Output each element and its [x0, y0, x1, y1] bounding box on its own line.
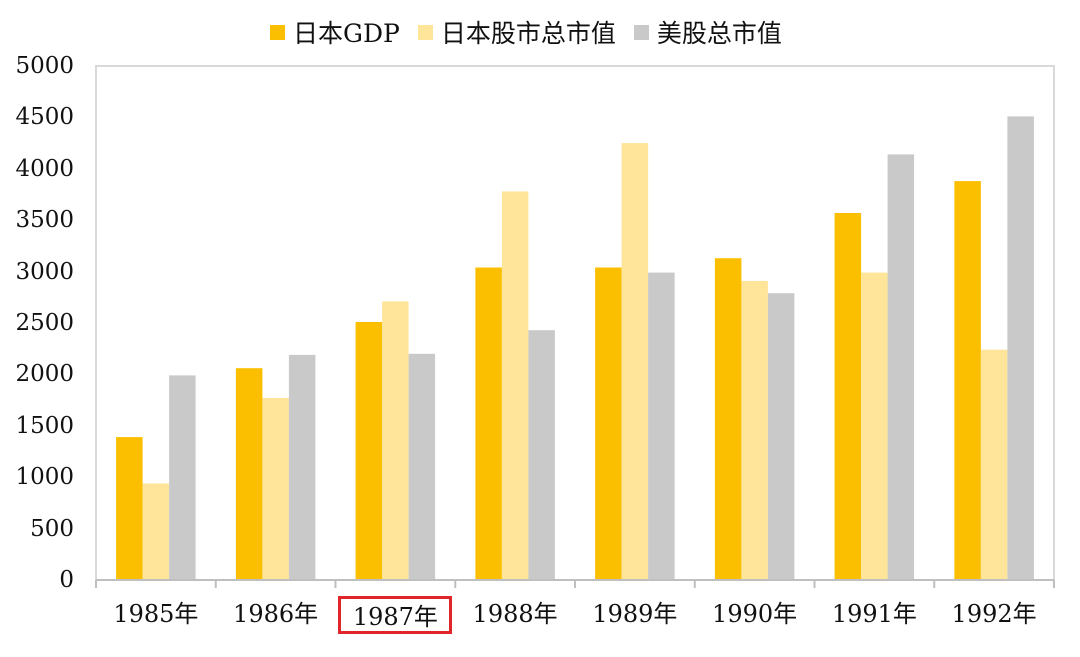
legend-label-japan-market-cap: 日本股市总市值 [440, 19, 616, 48]
x-tick-label-highlighted: 1987年 [338, 596, 453, 634]
bar-japan-gdp-1988年 [475, 267, 502, 580]
bar-japan-gdp-1990年 [714, 258, 742, 580]
bar-japan-market-cap-1986年 [262, 398, 289, 580]
bar-japan-gdp-1987年 [355, 322, 383, 580]
x-tick-label: 1989年 [592, 600, 678, 628]
bar-japan-market-cap-1990年 [741, 280, 768, 580]
y-tick-label: 2500 [15, 310, 74, 336]
legend-item-us-market-cap: 美股总市值 [633, 14, 782, 50]
bar-us-market-cap-1988年 [528, 330, 555, 580]
bar-us-market-cap-1990年 [767, 293, 795, 580]
bar-japan-market-cap-1985年 [142, 483, 170, 580]
bar-japan-market-cap-1988年 [501, 191, 529, 580]
legend-item-japan-market-cap: 日本股市总市值 [417, 14, 616, 50]
y-tick-label: 3500 [15, 207, 74, 234]
y-tick-label: 5000 [15, 53, 74, 79]
legend-swatch-us-market-cap [633, 24, 649, 40]
bar-us-market-cap-1991年 [887, 154, 915, 580]
y-tick-label: 0 [59, 567, 74, 593]
legend-item-japan-gdp: 日本GDP [270, 14, 400, 50]
y-tick-label: 500 [30, 515, 74, 542]
bar-japan-gdp-1986年 [235, 368, 263, 580]
x-tick-label: 1991年 [831, 600, 917, 628]
bar-japan-market-cap-1991年 [861, 272, 888, 580]
bar-japan-market-cap-1989年 [621, 143, 649, 580]
legend-label-japan-gdp: 日本GDP [293, 19, 400, 48]
y-tick-label: 4500 [15, 104, 74, 131]
y-tick-label: 3000 [15, 258, 74, 285]
bar-japan-gdp-1991年 [834, 213, 862, 580]
x-tick-label: 1985年 [113, 600, 199, 628]
legend-label-us-market-cap: 美股总市值 [656, 19, 782, 48]
y-tick-label: 4000 [15, 155, 74, 182]
bar-us-market-cap-1986年 [288, 354, 316, 580]
x-tick-label: 1986年 [233, 600, 319, 628]
bar-us-market-cap-1989年 [648, 272, 675, 580]
legend-swatch-japan-gdp [270, 24, 285, 40]
bar-us-market-cap-1987年 [408, 353, 436, 580]
legend: 日本GDP 日本股市总市值 美股总市值 [270, 12, 782, 52]
bar-japan-gdp-1985年 [116, 437, 143, 580]
bar-japan-market-cap-1987年 [382, 301, 409, 580]
bar-japan-gdp-1989年 [595, 267, 622, 580]
y-tick-label: 1500 [15, 412, 74, 439]
bar-us-market-cap-1992年 [1007, 116, 1034, 581]
bar-japan-market-cap-1992年 [980, 349, 1008, 580]
legend-swatch-japan-market-cap [417, 24, 433, 40]
x-tick-label: 1988年 [472, 600, 558, 628]
bar-japan-gdp-1992年 [954, 181, 981, 580]
x-tick-label: 1990年 [712, 600, 798, 628]
bar-us-market-cap-1985年 [169, 375, 196, 580]
bars-group [116, 116, 1034, 581]
x-tick-label: 1992年 [951, 600, 1037, 628]
x-axis [95, 579, 1055, 588]
y-tick-label: 1000 [15, 464, 74, 491]
y-tick-label: 2000 [15, 361, 74, 388]
